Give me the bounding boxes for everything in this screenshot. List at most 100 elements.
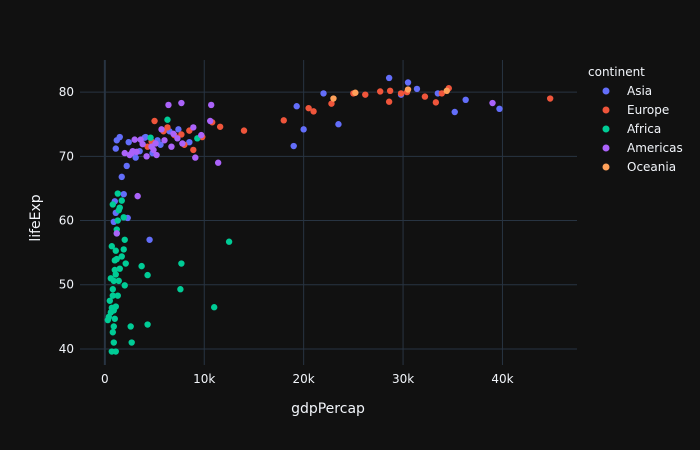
data-point[interactable] — [147, 134, 154, 141]
data-point[interactable] — [111, 257, 118, 264]
data-point[interactable] — [120, 214, 127, 221]
data-point[interactable] — [178, 99, 185, 107]
data-point[interactable] — [207, 117, 214, 125]
data-point[interactable] — [151, 117, 158, 125]
data-point[interactable] — [138, 262, 145, 270]
data-point[interactable] — [175, 126, 182, 133]
data-point[interactable] — [328, 100, 335, 107]
data-point[interactable] — [432, 99, 440, 106]
data-point[interactable] — [104, 316, 112, 324]
data-point[interactable] — [190, 124, 197, 131]
data-point[interactable] — [116, 265, 123, 272]
data-point[interactable] — [111, 266, 118, 274]
data-point[interactable] — [116, 133, 123, 141]
data-point[interactable] — [146, 236, 153, 243]
data-point[interactable] — [177, 286, 184, 293]
data-point[interactable] — [111, 315, 118, 322]
data-point[interactable] — [305, 104, 312, 112]
data-point[interactable] — [421, 93, 429, 100]
data-point[interactable] — [225, 238, 233, 245]
data-point[interactable] — [158, 126, 165, 133]
legend-item-asia[interactable]: Asia — [602, 84, 653, 98]
data-point[interactable] — [120, 191, 127, 198]
data-point[interactable] — [118, 197, 125, 204]
data-point[interactable] — [137, 136, 144, 143]
data-point[interactable] — [300, 126, 307, 133]
data-point[interactable] — [310, 108, 317, 115]
data-point[interactable] — [123, 162, 130, 170]
data-point[interactable] — [109, 201, 117, 208]
data-point[interactable] — [214, 159, 222, 166]
data-point[interactable] — [110, 323, 117, 330]
data-point[interactable] — [148, 143, 155, 150]
data-point[interactable] — [112, 348, 119, 355]
data-point[interactable] — [109, 286, 117, 293]
data-point[interactable] — [404, 86, 412, 93]
data-point[interactable] — [114, 292, 121, 299]
data-point[interactable] — [335, 121, 342, 128]
data-point[interactable] — [438, 90, 446, 97]
data-point[interactable] — [198, 131, 205, 139]
data-point[interactable] — [143, 153, 150, 160]
data-point[interactable] — [174, 135, 181, 142]
data-point[interactable] — [240, 127, 248, 134]
data-point[interactable] — [144, 271, 151, 279]
data-point[interactable] — [397, 90, 405, 97]
data-point[interactable] — [496, 105, 503, 113]
data-point[interactable] — [451, 108, 458, 116]
data-point[interactable] — [385, 98, 393, 105]
data-point[interactable] — [115, 207, 122, 214]
data-point[interactable] — [208, 101, 215, 109]
data-point[interactable] — [121, 149, 128, 157]
data-point[interactable] — [210, 304, 218, 311]
data-point[interactable] — [165, 101, 172, 109]
data-point[interactable] — [376, 88, 384, 95]
data-point[interactable] — [128, 339, 135, 346]
legend-item-africa[interactable]: Africa — [602, 122, 662, 136]
data-point[interactable] — [114, 217, 121, 224]
data-point[interactable] — [179, 140, 186, 147]
data-point[interactable] — [115, 277, 122, 285]
data-point[interactable] — [112, 247, 119, 254]
data-point[interactable] — [121, 236, 128, 243]
data-point[interactable] — [413, 85, 421, 93]
data-point[interactable] — [192, 154, 199, 161]
data-point[interactable] — [134, 192, 141, 200]
data-point[interactable] — [546, 95, 554, 102]
data-point[interactable] — [164, 124, 171, 131]
data-point[interactable] — [106, 297, 114, 304]
data-point[interactable] — [113, 230, 120, 237]
data-point[interactable] — [293, 103, 300, 110]
data-point[interactable] — [108, 243, 116, 250]
data-point[interactable] — [216, 123, 224, 130]
data-point[interactable] — [122, 260, 129, 267]
data-point[interactable] — [190, 146, 197, 154]
data-point[interactable] — [443, 87, 450, 95]
data-point[interactable] — [489, 99, 496, 107]
data-point[interactable] — [118, 173, 125, 181]
legend-item-europe[interactable]: Europe — [602, 103, 670, 117]
data-point[interactable] — [112, 145, 119, 152]
data-point[interactable] — [186, 138, 193, 146]
data-point[interactable] — [144, 321, 151, 328]
data-point[interactable] — [127, 323, 134, 330]
data-point[interactable] — [131, 136, 138, 143]
data-point[interactable] — [120, 246, 127, 253]
data-point[interactable] — [404, 79, 412, 86]
data-point[interactable] — [109, 292, 117, 299]
data-point[interactable] — [330, 95, 337, 102]
data-point[interactable] — [109, 329, 117, 336]
data-point[interactable] — [157, 141, 164, 148]
legend-item-oceania[interactable]: Oceania — [602, 160, 677, 174]
data-point[interactable] — [362, 91, 369, 98]
data-point[interactable] — [352, 89, 359, 96]
data-point[interactable] — [178, 260, 185, 267]
data-point[interactable] — [110, 307, 117, 314]
data-point[interactable] — [280, 117, 287, 124]
data-point[interactable] — [170, 130, 177, 138]
legend-item-americas[interactable]: Americas — [602, 141, 683, 155]
data-point[interactable] — [118, 253, 125, 260]
data-point[interactable] — [153, 151, 160, 159]
data-point[interactable] — [125, 138, 132, 146]
data-point[interactable] — [121, 282, 128, 289]
